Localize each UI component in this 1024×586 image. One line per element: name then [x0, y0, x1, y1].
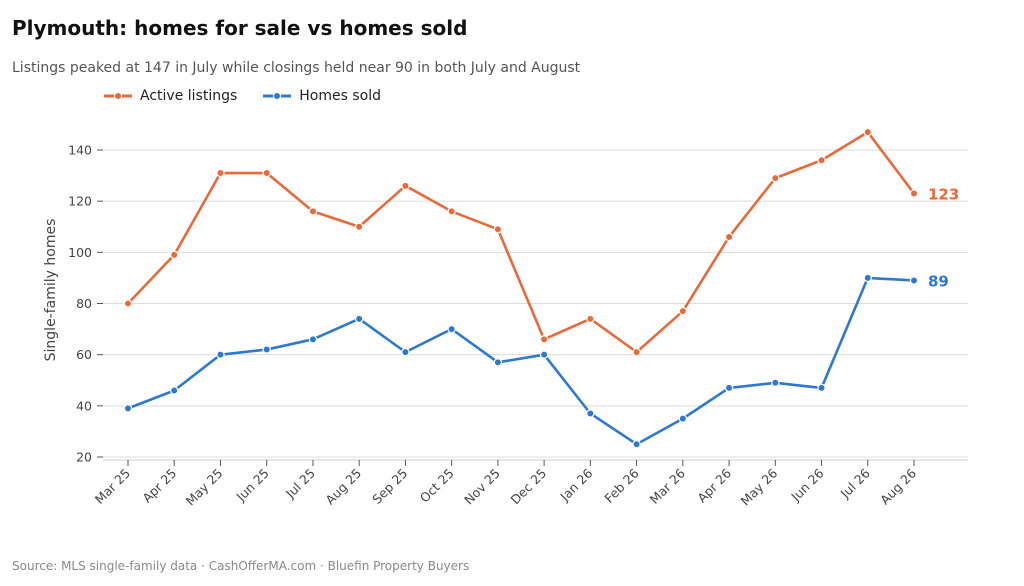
- data-point-active-listings-5: [354, 222, 364, 231]
- x-tick-label-10: Jan 26: [556, 465, 595, 504]
- chart-title: Plymouth: homes for sale vs homes sold: [12, 16, 468, 40]
- data-point-homes-sold-16: [863, 273, 872, 283]
- x-tick-label-16: Jul 26: [837, 465, 873, 501]
- legend-marker-homes-sold: [273, 92, 282, 100]
- data-point-homes-sold-6: [401, 347, 410, 357]
- x-tick-label-5: Aug 25: [322, 466, 364, 508]
- x-tick-label-11: Feb 26: [601, 465, 641, 505]
- y-axis-label: Single-family homes: [43, 219, 59, 362]
- x-axis: Mar 25 Apr 25 May 25 Jun 25 Jul 25 Aug 25 Sep …: [92, 459, 968, 509]
- data-point-homes-sold-1: [170, 386, 179, 395]
- data-point-homes-sold-11: [632, 440, 641, 449]
- legend-item-active-listings: Active listings: [104, 88, 237, 104]
- end-label-active-listings: 123: [928, 185, 959, 203]
- data-point-homes-sold-0: [123, 404, 133, 413]
- data-point-active-listings-4: [308, 207, 318, 216]
- data-point-active-listings-3: [262, 168, 271, 178]
- data-point-active-listings-10: [586, 314, 595, 324]
- data-point-homes-sold-13: [724, 383, 734, 393]
- legend-swatch-homes-sold: [263, 92, 292, 100]
- data-point-homes-sold-7: [447, 324, 456, 334]
- chart-legend: Active listings Homes sold: [104, 88, 407, 104]
- y-tick-label-80: 80: [76, 296, 92, 311]
- data-point-homes-sold-5: [354, 314, 364, 324]
- end-label-homes-sold: 89: [928, 272, 949, 290]
- series-group: 123 89: [123, 127, 959, 449]
- data-point-homes-sold-15: [817, 383, 826, 393]
- x-tick-label-2: May 25: [183, 466, 226, 509]
- y-tick-label-20: 20: [76, 450, 92, 465]
- data-point-homes-sold-3: [262, 345, 271, 354]
- y-tick-label-60: 60: [76, 347, 92, 362]
- data-point-homes-sold-10: [586, 409, 595, 418]
- x-tick-label-13: Apr 26: [694, 465, 734, 505]
- data-point-homes-sold-17: [909, 276, 919, 285]
- data-point-active-listings-16: [863, 127, 872, 137]
- data-point-active-listings-0: [123, 299, 133, 308]
- gridlines: [103, 149, 968, 458]
- data-point-homes-sold-9: [539, 350, 549, 359]
- x-tick-label-8: Nov 25: [461, 466, 503, 508]
- data-point-active-listings-6: [401, 181, 410, 191]
- x-tick-label-7: Oct 25: [417, 466, 457, 506]
- data-point-active-listings-13: [724, 232, 734, 242]
- source-note: Source: MLS single-family data · CashOff…: [12, 559, 470, 573]
- data-point-active-listings-7: [447, 207, 456, 216]
- data-point-homes-sold-12: [678, 414, 688, 423]
- data-point-active-listings-12: [678, 306, 688, 316]
- data-point-active-listings-14: [771, 173, 780, 183]
- legend-label-active-listings: Active listings: [140, 88, 238, 104]
- x-tick-label-12: Mar 26: [647, 465, 688, 506]
- x-tick-label-15: Jun 26: [787, 465, 826, 504]
- x-tick-label-4: Jul 25: [282, 466, 318, 502]
- y-tick-label-100: 100: [68, 245, 92, 260]
- data-point-active-listings-15: [817, 156, 826, 165]
- data-point-active-listings-11: [632, 347, 641, 357]
- data-point-active-listings-8: [493, 225, 503, 234]
- data-point-homes-sold-2: [216, 350, 225, 359]
- data-point-homes-sold-8: [493, 358, 503, 367]
- x-tick-label-0: Mar 25: [92, 466, 133, 507]
- data-point-homes-sold-4: [308, 335, 318, 344]
- chart-subtitle: Listings peaked at 147 in July while clo…: [12, 60, 581, 76]
- series-line-active-listings: [126, 130, 916, 354]
- x-tick-label-17: Aug 26: [877, 465, 919, 507]
- x-tick-label-6: Sep 25: [369, 466, 410, 507]
- y-tick-label-40: 40: [76, 398, 92, 413]
- data-point-active-listings-17: [909, 189, 919, 198]
- x-tick-label-14: May 26: [737, 465, 780, 508]
- data-point-active-listings-9: [539, 335, 549, 344]
- x-tick-label-1: Apr 25: [139, 466, 179, 506]
- legend-swatch-active-listings: [104, 92, 132, 100]
- legend-label-homes-sold: Homes sold: [299, 88, 381, 104]
- y-tick-label-140: 140: [68, 143, 92, 158]
- series-line-homes-sold: [126, 276, 916, 446]
- x-tick-label-3: Jun 25: [233, 466, 272, 505]
- x-tick-label-9: Dec 25: [507, 466, 549, 508]
- data-point-homes-sold-14: [771, 378, 780, 388]
- y-tick-label-120: 120: [68, 194, 92, 209]
- legend-marker-active-listings: [114, 92, 122, 100]
- data-point-active-listings-1: [170, 250, 179, 260]
- y-axis: 20 40 60 80 100 120 140: [68, 143, 103, 465]
- legend-item-homes-sold: Homes sold: [263, 88, 381, 104]
- data-point-active-listings-2: [216, 168, 225, 178]
